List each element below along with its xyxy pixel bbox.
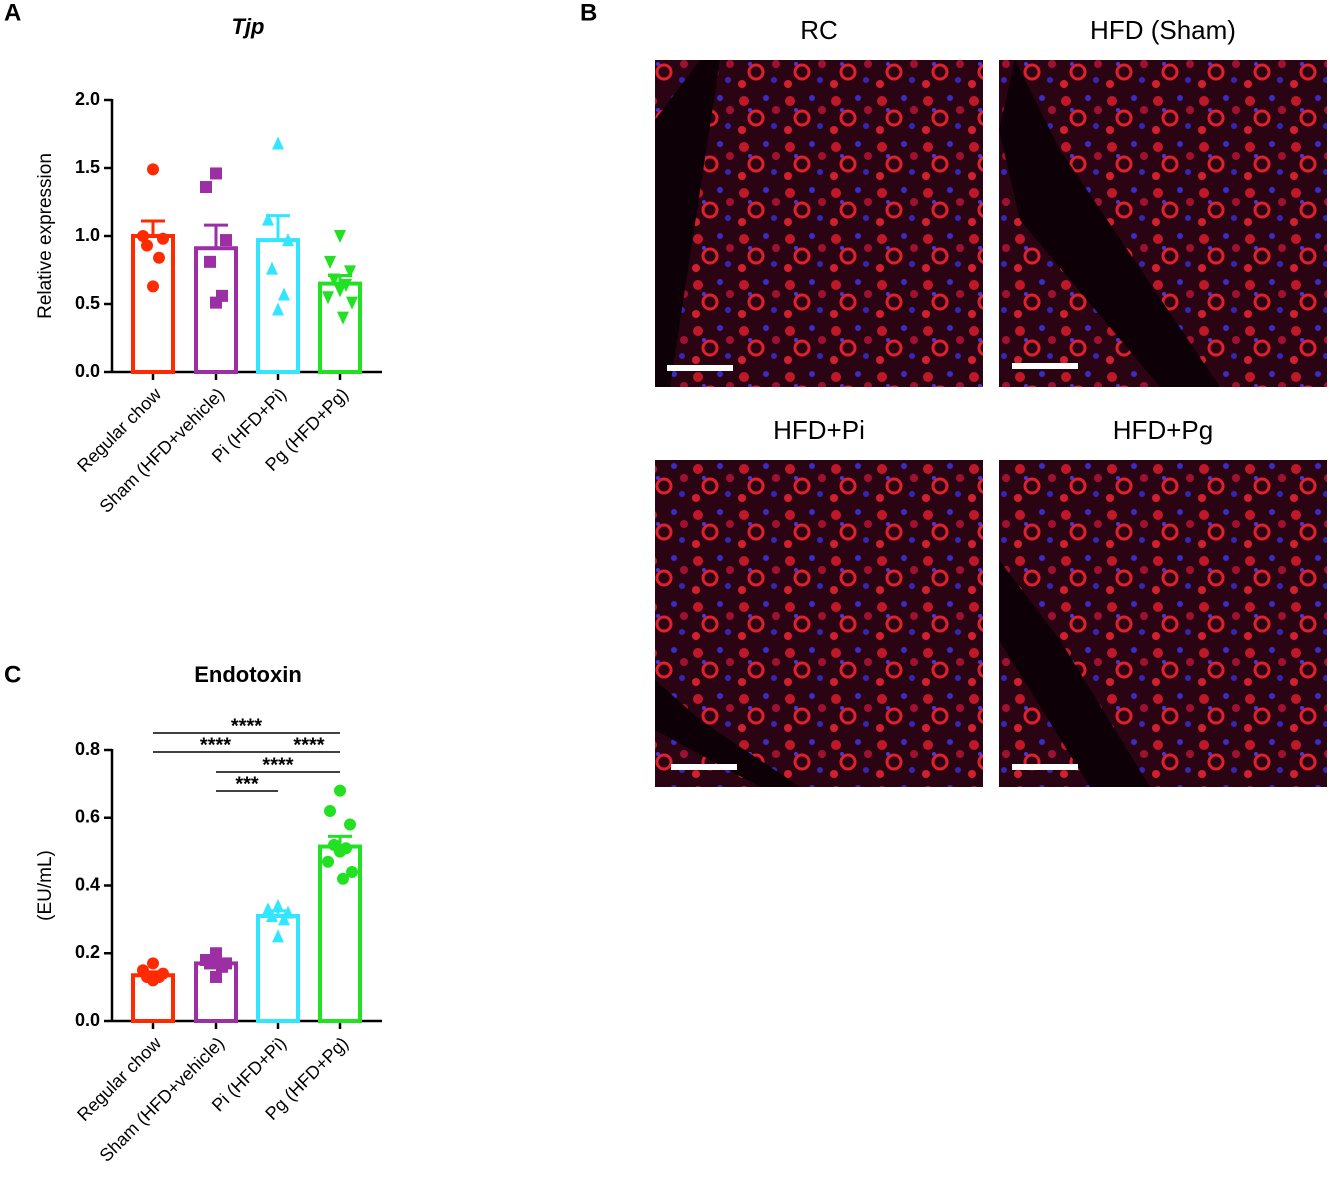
y-tick-label: 1.0 [75, 225, 100, 245]
error-bar [266, 214, 290, 241]
image-title: HFD (Sham) [1090, 15, 1236, 45]
image-title: HFD+Pi [773, 415, 865, 445]
y-tick-label: 0.2 [75, 942, 100, 962]
error-bar [204, 223, 228, 249]
data-point [344, 818, 356, 831]
data-point [210, 296, 222, 309]
chart-title: Endotoxin [194, 662, 302, 687]
y-tick-label: 2.0 [75, 89, 100, 109]
data-point [153, 251, 165, 264]
data-point [322, 291, 334, 305]
data-point [204, 255, 216, 268]
data-point [210, 167, 222, 180]
data-point [272, 898, 284, 912]
data-point [266, 261, 278, 275]
data-point [337, 311, 349, 325]
data-point [334, 784, 346, 797]
data-point [147, 280, 159, 293]
data-point [346, 296, 358, 310]
data-point [147, 957, 159, 970]
x-tick-label: Sham (HFD+vehicle) [96, 1033, 229, 1166]
y-tick-label: 1.5 [75, 157, 100, 177]
data-point [334, 845, 346, 858]
y-tick-label: 0.0 [75, 1010, 100, 1030]
data-point [266, 908, 278, 922]
bar [131, 234, 175, 374]
data-point [216, 960, 228, 973]
panel-letter: B [580, 0, 597, 26]
significance-label: **** [293, 734, 324, 756]
data-point [328, 273, 340, 287]
data-point [141, 239, 153, 252]
image-title: HFD+Pg [1113, 415, 1213, 445]
data-point [204, 957, 216, 970]
data-point [220, 234, 232, 247]
image-1 [999, 60, 1327, 387]
data-point [340, 278, 352, 292]
data-point [324, 804, 336, 817]
x-tick-label: Sham (HFD+vehicle) [96, 384, 229, 517]
y-axis-label: Relative expression [35, 153, 56, 319]
error-bar [141, 219, 165, 236]
y-tick-label: 0.5 [75, 293, 100, 313]
significance-label: **** [231, 715, 262, 737]
data-point [324, 255, 336, 269]
data-point [262, 212, 274, 226]
panel-letter: C [4, 661, 21, 688]
data-point [278, 912, 290, 926]
data-point [137, 230, 149, 242]
image-2 [655, 460, 983, 787]
significance-label: **** [200, 734, 231, 756]
image-3 [999, 460, 1327, 787]
data-point [272, 929, 284, 943]
image-0 [655, 60, 983, 387]
data-point [344, 265, 356, 279]
y-tick-label: 0.0 [75, 361, 100, 381]
data-point [334, 284, 346, 298]
significance-label: **** [262, 754, 293, 776]
y-tick-label: 0.4 [75, 874, 100, 894]
data-point [334, 230, 346, 243]
data-point [210, 970, 222, 983]
data-point [346, 865, 358, 878]
chart-title: Tjp [232, 14, 265, 39]
significance-label: *** [235, 773, 259, 795]
data-point [210, 947, 222, 960]
y-tick-label: 0.6 [75, 807, 100, 827]
data-point [282, 233, 294, 247]
data-point [278, 287, 290, 301]
y-tick-label: 0.8 [75, 739, 100, 759]
data-point [322, 855, 334, 868]
data-point [157, 232, 169, 245]
image-title: RC [800, 15, 838, 45]
data-point [147, 163, 159, 176]
y-axis-label: (EU/mL) [35, 850, 56, 921]
data-point [147, 974, 159, 987]
data-point [272, 302, 284, 316]
data-point [200, 181, 212, 194]
data-point [337, 872, 349, 885]
data-point [272, 136, 284, 150]
panel-letter: A [4, 0, 21, 26]
